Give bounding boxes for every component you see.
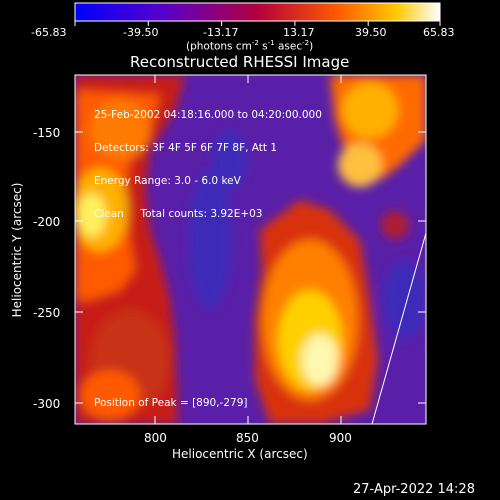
colorbar-tick-label: 39.50 (355, 26, 387, 39)
x-tick-label: 900 (329, 431, 352, 445)
colorbar-gradient (74, 2, 441, 22)
footer-timestamp: 27-Apr-2022 14:28 (353, 482, 475, 497)
rhessi-image (75, 75, 426, 424)
solar-limb-line (371, 232, 426, 424)
y-tick-label: -150 (33, 126, 61, 140)
colorbar-tick-label: -13.17 (203, 26, 239, 39)
colorbar-tick-label: 13.17 (283, 26, 315, 39)
info-line: Energy Range: 3.0 - 6.0 keV (94, 175, 241, 187)
colorbar-tick-label: 65.83 (423, 26, 455, 39)
info-line: 25-Feb-2002 04:18:16.000 to 04:20:00.000 (94, 109, 322, 121)
x-axis-label: Heliocentric X (arcsec) (172, 447, 308, 461)
colorbar-tick-label: -65.83 (31, 26, 67, 39)
info-line: Detectors: 3F 4F 5F 6F 7F 8F, Att 1 (94, 142, 278, 154)
peak-position-text: Position of Peak = [890,-279] (94, 397, 248, 409)
y-tick-label: -300 (33, 397, 61, 411)
observation-info: 25-Feb-2002 04:18:16.000 to 04:20:00.000… (94, 88, 322, 231)
plot-title: Reconstructed RHESSI Image (130, 53, 350, 71)
y-tick-label: -250 (33, 306, 61, 320)
x-tick-label: 800 (144, 431, 167, 445)
info-line: Clean Total counts: 3.92E+03 (94, 208, 263, 220)
y-axis-label: Heliocentric Y (arcsec) (10, 182, 24, 318)
colorbar-tick-label: -39.50 (123, 26, 159, 39)
y-tick-label: -200 (33, 215, 61, 229)
colorbar (74, 2, 441, 26)
x-tick-label: 850 (236, 431, 259, 445)
colorbar-units: (photons cm-2 s-1 asec-2) (186, 39, 314, 53)
plot-frame (74, 74, 427, 425)
